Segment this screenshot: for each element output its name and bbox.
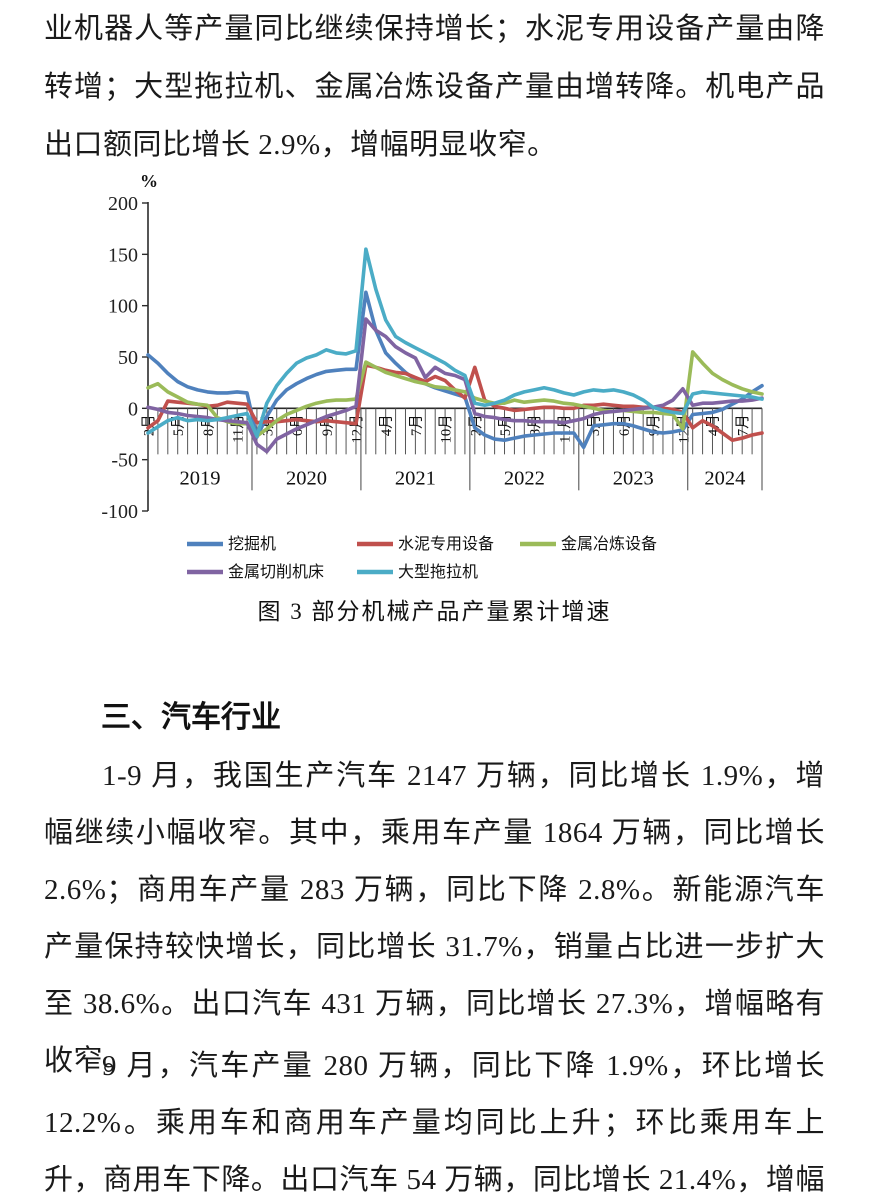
svg-text:金属切削机床: 金属切削机床: [228, 563, 324, 581]
figure-caption: 图 3 部分机械产品产量累计增速: [257, 599, 612, 624]
svg-text:-50: -50: [111, 450, 138, 472]
svg-text:150: 150: [108, 244, 138, 266]
svg-text:2021: 2021: [395, 467, 436, 489]
svg-text:11月: 11月: [231, 414, 247, 442]
svg-text:挖掘机: 挖掘机: [228, 535, 276, 553]
svg-text:11月: 11月: [557, 414, 573, 442]
svg-text:7月: 7月: [409, 414, 425, 436]
svg-text:100: 100: [108, 296, 138, 318]
figure3-chart: 200 150 100 50 0 -50 -100% 2月 5月 8月 11月 3月 6月 9月 12月 4月…: [95, 171, 795, 592]
svg-text:2024: 2024: [704, 467, 745, 489]
svg-text:2023: 2023: [613, 467, 654, 489]
svg-text:200: 200: [108, 193, 138, 215]
svg-text:2020: 2020: [286, 467, 327, 489]
svg-text:4月: 4月: [379, 414, 395, 436]
section-heading: 三、汽车行业: [101, 701, 281, 734]
svg-text:50: 50: [118, 347, 138, 369]
intro-paragraph: 业机器人等产量同比继续保持增长；水泥专用设备产量由降转增；大型拖拉机、金属冶炼设…: [44, 13, 825, 161]
svg-text:-100: -100: [101, 501, 138, 523]
svg-text:2019: 2019: [179, 467, 220, 489]
svg-text:水泥专用设备: 水泥专用设备: [398, 535, 494, 553]
svg-text:大型拖拉机: 大型拖拉机: [398, 563, 478, 581]
svg-text:%: %: [140, 172, 158, 191]
svg-text:0: 0: [128, 398, 138, 420]
auto-industry-paragraph-2: 9 月，汽车产量 280 万辆，同比下降 1.9%，环比增长 12.2%。乘用车…: [44, 1050, 825, 1196]
auto-industry-paragraph-1: 1-9 月，我国生产汽车 2147 万辆，同比增长 1.9%，增幅继续小幅收窄。…: [44, 760, 825, 1077]
svg-text:2022: 2022: [504, 467, 545, 489]
svg-text:10月: 10月: [439, 414, 455, 443]
svg-text:金属冶炼设备: 金属冶炼设备: [561, 535, 657, 553]
svg-text:7月: 7月: [736, 414, 752, 436]
